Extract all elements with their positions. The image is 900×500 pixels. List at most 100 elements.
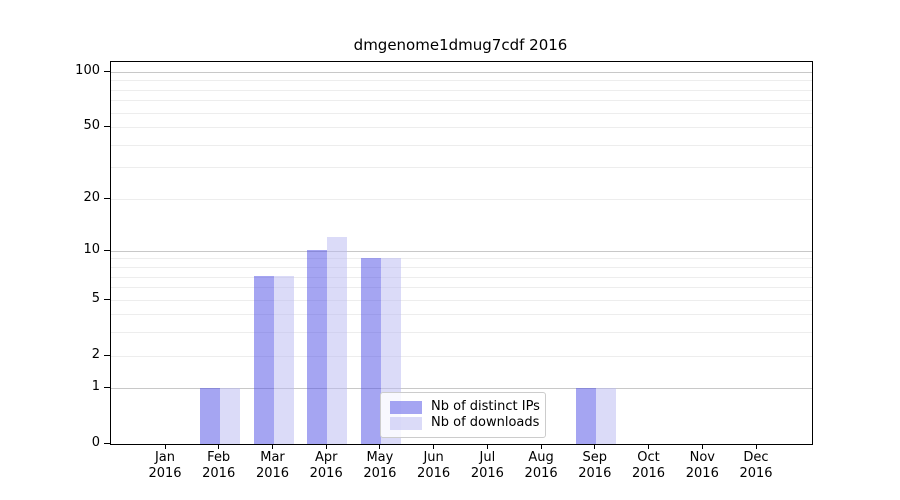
- minor-gridline: [111, 314, 812, 316]
- x-tick-mark: [540, 444, 542, 449]
- x-tick-year: 2016: [309, 466, 343, 481]
- bar: [199, 388, 220, 444]
- legend: Nb of distinct IPs Nb of downloads: [380, 392, 546, 438]
- x-tick-label: May 2016: [348, 450, 412, 482]
- y-tick-label: 50: [83, 117, 100, 133]
- x-tick-month: Aug: [528, 450, 554, 465]
- minor-gridline: [111, 100, 812, 102]
- major-gridline: [111, 250, 812, 252]
- minor-gridline: [111, 167, 812, 169]
- y-tick-label: 2: [91, 346, 100, 362]
- minor-gridline: [111, 126, 812, 128]
- chart-title: dmgenome1dmug7cdf 2016: [353, 36, 568, 54]
- minor-gridline: [111, 144, 812, 146]
- x-tick-month: Feb: [207, 450, 231, 465]
- legend-label-downloads: Nb of downloads: [431, 415, 540, 430]
- minor-gridline: [111, 112, 812, 114]
- x-tick-mark: [701, 444, 703, 449]
- bar: [595, 388, 616, 444]
- x-tick-year: 2016: [363, 466, 397, 481]
- x-tick-month: Apr: [314, 450, 338, 465]
- x-tick-year: 2016: [202, 466, 236, 481]
- x-tick-mark: [594, 444, 596, 449]
- minor-gridline: [111, 80, 812, 82]
- y-tick-mark: [104, 354, 110, 356]
- y-tick-mark: [104, 197, 110, 199]
- y-tick-mark: [104, 70, 110, 72]
- x-tick-mark: [272, 444, 273, 449]
- x-tick-year: 2016: [470, 466, 504, 481]
- x-tick-mark: [164, 444, 166, 449]
- y-tick-mark: [104, 125, 110, 127]
- legend-row-distinct-ips: Nb of distinct IPs: [390, 399, 540, 415]
- minor-gridline: [111, 276, 812, 278]
- bar: [360, 258, 381, 444]
- y-tick-label: 100: [75, 62, 100, 78]
- x-tick-label: Feb 2016: [187, 450, 251, 482]
- y-tick-mark: [104, 298, 110, 300]
- bar: [307, 250, 328, 444]
- legend-label-distinct-ips: Nb of distinct IPs: [431, 399, 540, 414]
- minor-gridline: [111, 258, 812, 260]
- x-tick-month: Sep: [582, 450, 608, 465]
- x-tick-year: 2016: [255, 466, 290, 481]
- minor-gridline: [111, 332, 812, 334]
- y-tick-label: 0: [91, 435, 100, 451]
- minor-gridline: [111, 89, 812, 91]
- x-tick-mark: [648, 444, 649, 449]
- x-tick-mark: [433, 444, 435, 449]
- x-tick-year: 2016: [417, 466, 451, 481]
- minor-gridline: [111, 266, 812, 268]
- x-tick-month: Oct: [637, 450, 660, 465]
- plot-area: Nb of distinct IPs Nb of downloads: [110, 61, 813, 445]
- bar: [575, 388, 596, 444]
- x-tick-label: Nov 2016: [670, 450, 734, 482]
- x-tick-mark: [486, 444, 488, 449]
- x-tick-month: Dec: [743, 450, 769, 465]
- y-tick-mark: [104, 443, 110, 445]
- x-tick-month: Jan: [154, 450, 176, 465]
- x-tick-mark: [218, 444, 220, 449]
- minor-gridline: [111, 299, 812, 301]
- x-tick-mark: [379, 444, 381, 449]
- x-tick-mark: [755, 444, 757, 449]
- x-tick-month: May: [366, 450, 394, 465]
- bar: [253, 276, 274, 444]
- x-tick-year: 2016: [685, 466, 719, 481]
- x-tick-label: Mar 2016: [241, 450, 305, 482]
- x-tick-label: Apr 2016: [294, 450, 358, 482]
- bar: [327, 237, 348, 444]
- y-tick-label: 10: [83, 241, 100, 257]
- legend-row-downloads: Nb of downloads: [390, 415, 540, 431]
- x-tick-month: Jun: [423, 450, 444, 465]
- y-tick-mark: [104, 249, 110, 251]
- x-tick-label: Dec 2016: [724, 450, 788, 482]
- x-tick-label: Oct 2016: [617, 450, 681, 482]
- minor-gridline: [111, 287, 812, 289]
- y-tick-label: 5: [91, 290, 100, 306]
- x-tick-label: Aug 2016: [509, 450, 573, 482]
- major-gridline: [111, 388, 812, 390]
- x-tick-label: Jun 2016: [402, 450, 466, 482]
- bar: [219, 388, 240, 444]
- x-tick-mark: [325, 444, 327, 449]
- x-tick-month: Jul: [479, 450, 496, 465]
- minor-gridline: [111, 355, 812, 357]
- x-tick-month: Nov: [689, 450, 715, 465]
- y-tick-label: 1: [91, 379, 100, 395]
- y-tick-mark: [104, 387, 110, 389]
- x-tick-label: Sep 2016: [563, 450, 627, 482]
- major-gridline: [111, 71, 812, 73]
- x-tick-year: 2016: [148, 466, 182, 481]
- downloads-swatch-icon: [390, 416, 422, 430]
- x-tick-label: Jan 2016: [133, 450, 197, 482]
- x-tick-year: 2016: [524, 466, 558, 481]
- x-tick-label: Jul 2016: [455, 450, 519, 482]
- x-tick-year: 2016: [578, 466, 612, 481]
- x-tick-year: 2016: [739, 466, 773, 481]
- x-tick-month: Mar: [260, 450, 285, 465]
- distinct-ips-swatch-icon: [390, 400, 422, 414]
- minor-gridline: [111, 198, 812, 200]
- bar: [273, 276, 294, 444]
